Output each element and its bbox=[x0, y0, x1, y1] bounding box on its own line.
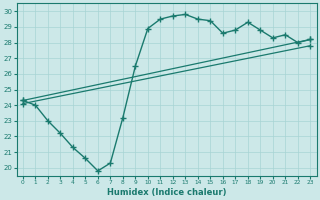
X-axis label: Humidex (Indice chaleur): Humidex (Indice chaleur) bbox=[107, 188, 226, 197]
